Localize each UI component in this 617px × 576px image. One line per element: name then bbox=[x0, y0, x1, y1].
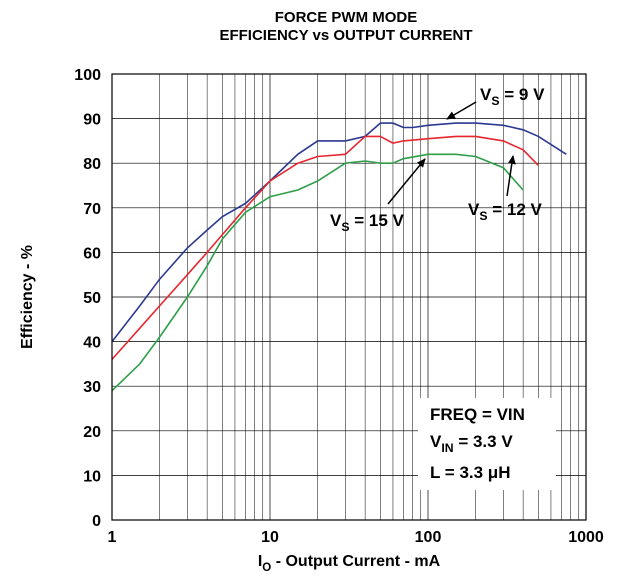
legend-label-main: V bbox=[468, 200, 480, 219]
legend-label: VS = 15 V bbox=[330, 211, 405, 234]
x-tick-label: 10 bbox=[261, 529, 279, 546]
chart-title: EFFICIENCY vs OUTPUT CURRENT bbox=[219, 27, 472, 44]
x-tick-label: 1000 bbox=[568, 529, 604, 546]
conditions-box bbox=[418, 398, 556, 490]
y-tick-label: 50 bbox=[83, 290, 101, 307]
condition-label-rest: = 3.3 V bbox=[454, 432, 514, 451]
condition-label-sub: IN bbox=[441, 441, 453, 455]
arrow bbox=[506, 155, 516, 197]
legend-label-rest: = 9 V bbox=[500, 85, 546, 104]
series-line bbox=[111, 135, 539, 360]
y-tick-label: 10 bbox=[83, 468, 101, 485]
chart-title: FORCE PWM MODE bbox=[275, 9, 418, 26]
legend-label: VS = 9 V bbox=[480, 85, 545, 108]
arrow bbox=[446, 101, 477, 120]
x-tick-label: 100 bbox=[415, 529, 442, 546]
y-tick-label: 100 bbox=[74, 67, 101, 84]
condition-label: FREQ = VIN bbox=[430, 405, 525, 424]
lines bbox=[111, 122, 567, 392]
y-tick-label: 40 bbox=[83, 335, 101, 352]
condition-label: L = 3.3 μH bbox=[430, 463, 510, 482]
legend-label-sub: S bbox=[491, 94, 499, 108]
legend-label-main: V bbox=[330, 211, 342, 230]
x-axis-label-sub: O bbox=[262, 562, 271, 574]
y-tick-label: 80 bbox=[83, 156, 101, 173]
legend-label-main: V bbox=[480, 85, 492, 104]
condition-label-main: V bbox=[430, 432, 442, 451]
y-tick-label: 0 bbox=[92, 513, 101, 530]
legend-label-rest: = 12 V bbox=[488, 200, 543, 219]
y-axis-label: Efficiency - % bbox=[19, 245, 36, 349]
legend-label-sub: S bbox=[341, 220, 349, 234]
legend-label: VS = 12 V bbox=[468, 200, 543, 223]
legend-label-sub: S bbox=[479, 209, 487, 223]
y-tick-label: 60 bbox=[83, 245, 101, 262]
condition-label-main: FREQ = VIN bbox=[430, 405, 525, 424]
y-tick-label: 30 bbox=[83, 379, 101, 396]
arrow bbox=[387, 158, 426, 205]
plot-frame bbox=[111, 73, 587, 521]
x-axis-label: IO - Output Current - mA bbox=[258, 553, 441, 574]
legend-label-rest: = 15 V bbox=[350, 211, 405, 230]
x-axis-label-rest: - Output Current - mA bbox=[271, 553, 440, 570]
condition-label-main: L = 3.3 μH bbox=[430, 463, 510, 482]
x-tick-label: 1 bbox=[108, 529, 117, 546]
condition-label: VIN = 3.3 V bbox=[430, 432, 513, 455]
series-line bbox=[111, 153, 524, 392]
y-tick-label: 90 bbox=[83, 112, 101, 129]
x-axis-label-main: I bbox=[258, 553, 262, 570]
y-tick-label: 20 bbox=[83, 424, 101, 441]
y-tick-label: 70 bbox=[83, 201, 101, 218]
